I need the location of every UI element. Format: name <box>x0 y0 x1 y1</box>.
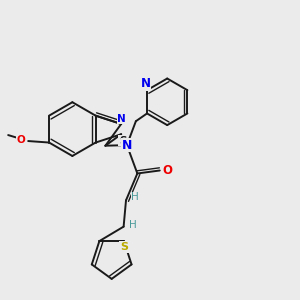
Text: H: H <box>129 220 137 230</box>
Text: N: N <box>117 114 126 124</box>
Text: H: H <box>131 192 139 203</box>
Text: S: S <box>120 242 128 252</box>
Text: O: O <box>17 134 26 145</box>
Text: S: S <box>119 136 126 146</box>
Text: N: N <box>140 77 151 90</box>
Text: N: N <box>122 139 132 152</box>
Text: O: O <box>163 164 173 177</box>
